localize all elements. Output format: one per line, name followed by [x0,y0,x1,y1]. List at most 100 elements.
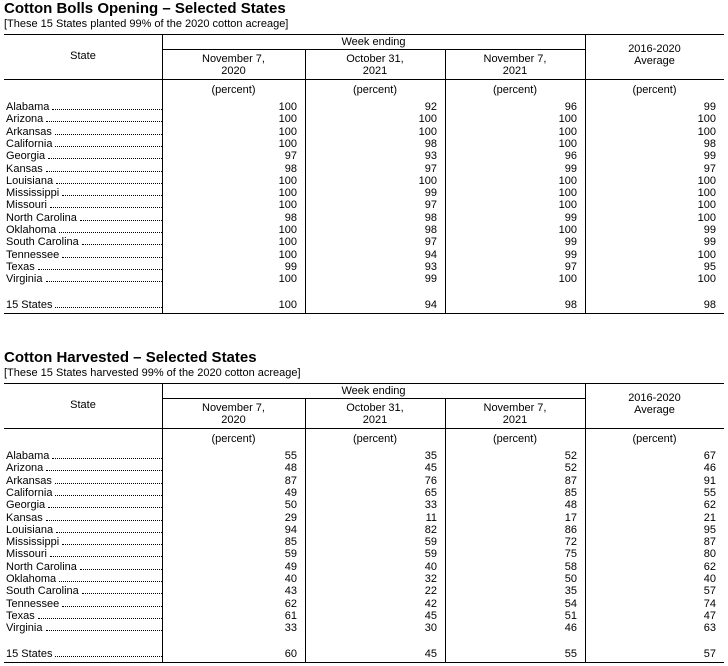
value-cell: 62 [703,499,716,512]
column-header: November 7, [202,53,265,65]
value-cell: 57 [703,585,716,598]
column-header: 2020 [221,65,246,77]
units: (percent) [211,84,256,96]
leader [81,236,162,246]
rule [305,398,306,662]
state-label: Louisiana [6,523,54,536]
rule [445,49,446,313]
value-cell: 100 [558,137,577,150]
state-name: Oklahoma [6,224,162,236]
state-label: Tennessee [6,248,60,261]
value-cell: 98 [564,299,577,311]
value-cell: 100 [558,273,577,286]
value-cell: 75 [564,548,577,561]
value-cell: 50 [564,573,577,585]
rule [305,49,306,313]
value-cell: 92 [424,101,437,113]
leader [45,273,162,283]
value-cell: 96 [564,101,577,113]
value-cell: 49 [284,486,297,499]
value-cell: 100 [418,174,437,187]
value-cell: 97 [564,260,577,273]
value-cell: 40 [284,573,297,585]
units: (percent) [632,433,677,445]
value-cell: 48 [564,499,577,512]
value-cell: 100 [697,174,716,187]
value-cell: 100 [278,248,297,261]
value-cell: 46 [703,462,716,475]
state-name: Georgia [6,150,162,162]
state-name: North Carolina [6,561,162,573]
value-cell: 48 [284,462,297,475]
value-cell: 87 [284,474,297,487]
state-name: Missouri [6,548,162,560]
value-cell: 46 [564,622,577,635]
leader [62,187,162,197]
value-cell: 65 [424,486,437,499]
state-label: Missouri [6,548,47,561]
value-cell: 58 [564,560,577,573]
value-cell: 93 [424,150,437,163]
state-name: California [6,138,162,150]
value-cell: 99 [564,236,577,249]
value-cell: 45 [424,609,437,622]
value-cell: 55 [284,450,297,462]
column-header: Average [634,404,675,416]
value-cell: 100 [697,211,716,224]
rule [4,34,724,35]
rule [4,383,724,384]
table-title: Cotton Bolls Opening – Selected States [4,0,286,17]
leader [62,536,162,546]
leader [55,299,162,308]
state-name: Louisiana [6,524,162,536]
state-label: North Carolina [6,560,77,573]
value-cell: 99 [284,260,297,273]
column-header: 2021 [362,414,388,426]
value-cell: 50 [284,499,297,512]
value-cell: 80 [703,548,716,561]
value-cell: 76 [424,474,437,487]
value-cell: 59 [424,548,437,561]
state-label: North Carolina [6,211,77,224]
value-cell: 17 [564,511,577,524]
state-name: Kansas [6,512,162,524]
value-cell: 42 [424,597,437,610]
state-label: Oklahoma [6,573,57,585]
leader [59,573,162,582]
units: (percent) [492,433,538,445]
column-header: October 31, [346,53,404,65]
state-label: Virginia [6,273,43,286]
value-cell: 95 [703,523,716,536]
value-cell: 97 [424,236,437,249]
value-cell: 32 [424,573,437,585]
value-cell: 100 [697,199,716,212]
state-name: Alabama [6,101,162,113]
value-cell: 98 [703,299,716,311]
state-name: Mississippi [6,536,162,548]
rule [4,313,724,314]
state-label: Virginia [6,622,43,635]
value-cell: 74 [703,597,716,610]
value-cell: 22 [424,585,437,598]
value-cell: 98 [424,211,437,224]
value-cell: 99 [703,101,716,113]
value-cell: 93 [424,260,437,273]
column-header: 2020 [221,414,246,426]
leader [56,524,162,533]
state-label: Arkansas [6,474,52,487]
leader [55,487,162,496]
state-name: Virginia [6,622,162,634]
value-cell: 96 [564,150,577,163]
value-cell: 97 [703,162,716,175]
value-cell: 100 [278,299,297,311]
value-cell: 40 [424,560,437,573]
leader [62,598,162,607]
leader [79,212,162,221]
leader [45,512,162,521]
value-cell: 94 [284,523,297,536]
value-cell: 82 [424,523,437,536]
units: (percent) [632,84,677,96]
leader [49,548,162,558]
value-cell: 100 [558,125,577,138]
